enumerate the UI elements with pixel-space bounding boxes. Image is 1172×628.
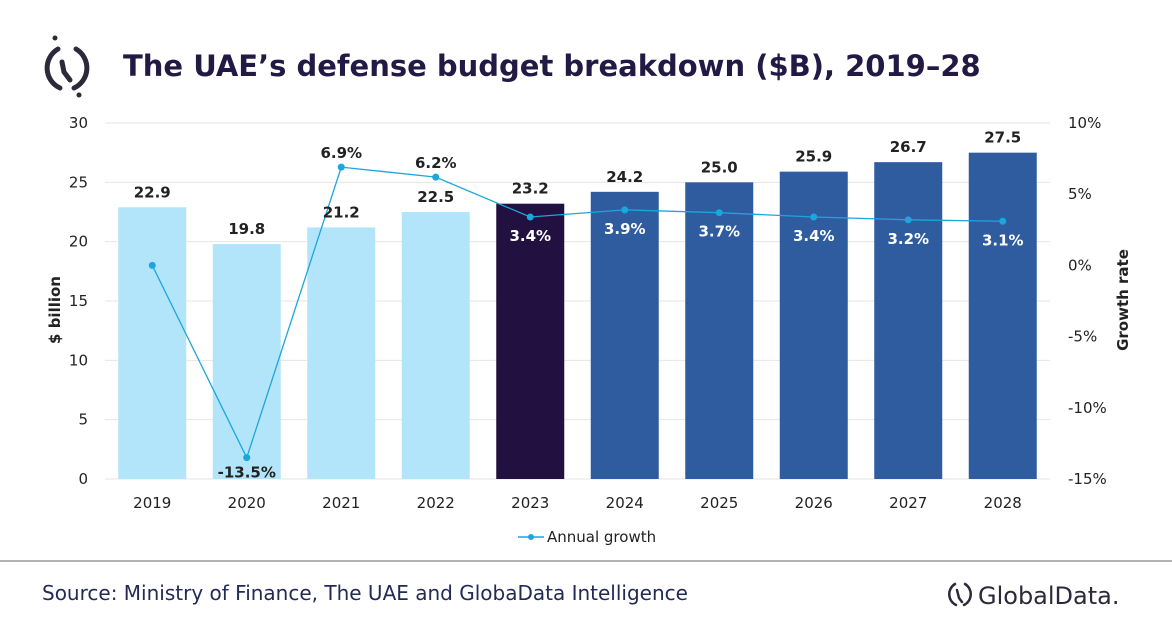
y2-tick-label: 0% [1068,256,1092,274]
y2-tick-label: -15% [1068,470,1107,488]
bar-value-label: 22.5 [417,188,454,206]
bar [779,171,848,480]
bar-value-label: 21.2 [323,203,360,221]
bar [118,207,187,479]
y-tick-label: 25 [69,173,88,191]
growth-value-label: 3.4% [509,227,551,245]
y2-tick-label: -5% [1068,328,1097,346]
x-tick-label: 2021 [322,494,360,512]
growth-value-label: 6.9% [320,144,362,162]
growth-point [621,206,629,214]
bar-value-label: 22.9 [134,183,171,201]
y2-tick-label: 10% [1068,114,1101,132]
growth-line [151,166,1003,460]
y-tick-label: 20 [69,233,88,251]
bar [307,227,376,479]
bar-value-label: 24.2 [606,168,643,186]
bar [874,162,943,479]
growth-point [904,216,912,224]
brand-name: GlobalData. [978,582,1120,610]
y2-tick-label: 5% [1068,185,1092,203]
bar-value-label: 19.8 [228,220,265,238]
x-tick-label: 2025 [700,494,738,512]
bar [496,203,565,479]
chart-title: The UAE’s defense budget breakdown ($B),… [123,49,981,83]
legend: Annual growth [518,528,656,546]
y-tick-label: 0 [78,470,88,488]
y-axis-label: $ billion [46,276,64,344]
bar-value-label: 25.9 [795,148,832,166]
x-tick-label: 2026 [795,494,833,512]
growth-value-label: 6.2% [415,154,457,172]
x-tick-label: 2020 [228,494,266,512]
source-note: Source: Ministry of Finance, The UAE and… [42,581,688,605]
y-tick-label: 5 [78,411,88,429]
x-tick-label: 2028 [984,494,1022,512]
x-tick-label: 2019 [133,494,171,512]
bar-value-label: 26.7 [890,138,927,156]
growth-point [243,454,251,462]
bar [590,191,659,479]
x-tick-label: 2023 [511,494,549,512]
bar-value-label: 25.0 [701,158,738,176]
bar [401,212,470,479]
growth-value-label: 3.1% [982,231,1024,249]
legend-marker-icon [528,534,534,540]
growth-point [337,163,345,171]
bar [685,182,754,480]
y-tick-label: 15 [69,292,88,310]
globaldata-logo-icon [44,35,90,98]
growth-value-label: 3.9% [604,220,646,238]
growth-point [999,217,1007,225]
legend-label: Annual growth [547,528,656,546]
bar-value-label: 23.2 [512,180,549,198]
growth-value-label: -13.5% [218,464,276,482]
growth-point [526,213,534,221]
growth-point [810,213,818,221]
brand-logo-icon [948,582,972,607]
bar [212,244,281,479]
growth-value-label: 3.7% [698,223,740,241]
growth-value-label: 3.4% [793,227,835,245]
y2-axis-label: Growth rate [1114,249,1132,351]
growth-value-label: 3.2% [887,230,929,248]
y2-tick-label: -10% [1068,399,1107,417]
x-tick-label: 2022 [417,494,455,512]
growth-point [148,261,156,269]
bar-value-label: 27.5 [984,129,1021,147]
x-tick-label: 2027 [889,494,927,512]
growth-point [715,209,723,217]
x-tick-label: 2024 [606,494,644,512]
y-tick-label: 30 [69,114,88,132]
bar [968,152,1037,479]
y-tick-label: 10 [69,351,88,369]
growth-point [432,173,440,181]
